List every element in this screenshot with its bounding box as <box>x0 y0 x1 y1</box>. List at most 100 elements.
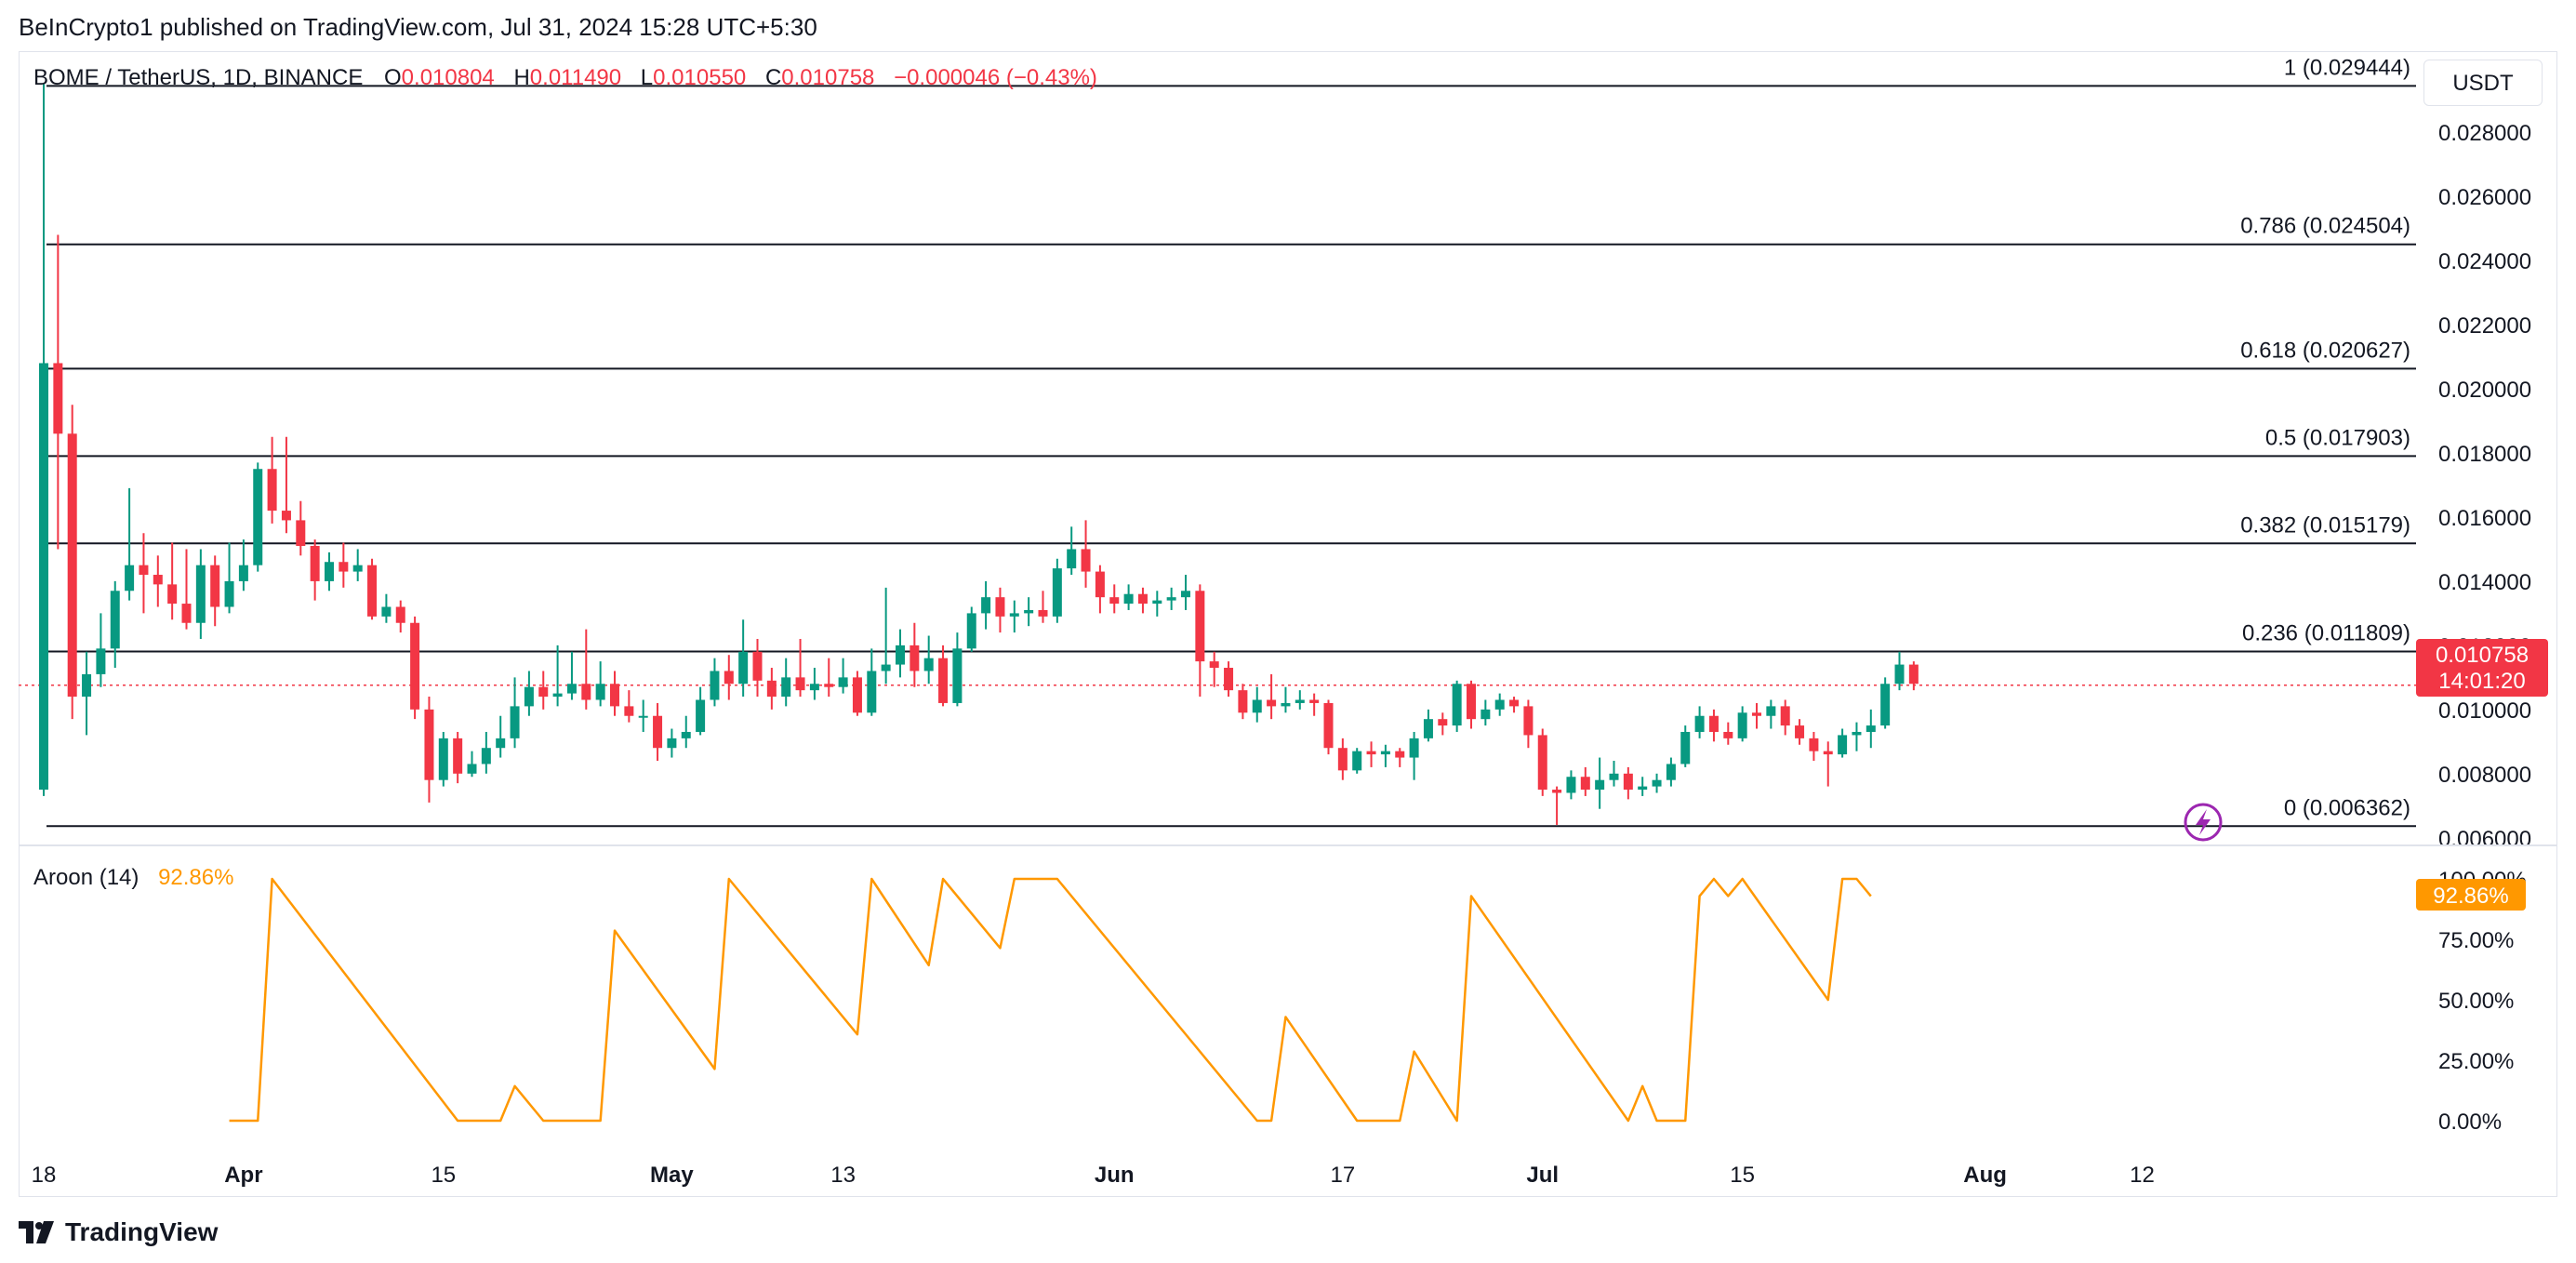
candle <box>1694 706 1705 738</box>
time-tick-label: 15 <box>431 1163 456 1188</box>
price-tick-label: 0.020000 <box>2438 378 2531 403</box>
candle-body <box>938 658 949 703</box>
candle <box>481 731 491 774</box>
candle <box>1723 722 1733 745</box>
candle <box>1095 565 1105 614</box>
candle <box>267 436 277 524</box>
candle <box>1609 761 1619 787</box>
candle-body <box>438 738 448 780</box>
candle <box>1238 684 1248 720</box>
candle <box>1352 748 1362 774</box>
candle-body <box>352 565 363 572</box>
low-value: 0.010550 <box>653 65 747 90</box>
candle-body <box>1494 699 1505 710</box>
candle-body <box>566 684 577 694</box>
candle <box>1052 558 1062 623</box>
candle <box>1823 741 1833 787</box>
candle <box>1652 773 1662 793</box>
candle-body <box>1852 731 1862 736</box>
candle-body <box>752 651 763 681</box>
candle-body <box>1438 719 1448 726</box>
candle-body <box>410 622 420 710</box>
publish-info: BeInCrypto1 published on TradingView.com… <box>19 13 817 41</box>
candle <box>1109 584 1120 614</box>
candle <box>1467 680 1476 729</box>
lightning-icon[interactable] <box>2184 803 2223 842</box>
candle <box>410 616 420 720</box>
last-price-value: 0.010758 <box>2436 643 2529 668</box>
time-tick-label: 17 <box>1330 1163 1355 1188</box>
aroon-legend[interactable]: Aroon (14) 92.86% <box>33 865 233 891</box>
candle <box>53 234 63 550</box>
candle <box>352 549 363 581</box>
candle-body <box>253 469 263 565</box>
candle-body <box>1267 699 1277 707</box>
candle <box>1680 725 1691 767</box>
fib-level-label-5: 0.236 (0.011809) <box>2242 620 2410 645</box>
candle-body <box>910 645 920 671</box>
candle <box>752 638 763 698</box>
candle <box>1580 766 1590 796</box>
candle-body <box>1509 699 1520 707</box>
candle <box>1852 722 1862 751</box>
price-change: −0.000046 (−0.43%) <box>894 65 1097 90</box>
candle <box>1595 757 1605 809</box>
candle <box>453 731 463 784</box>
candle-body <box>1908 664 1919 685</box>
candle-body <box>96 648 106 674</box>
fibonacci-retracement[interactable]: 1 (0.029444) 0.786 (0.024504) 0.618 (0.020… <box>19 55 2416 828</box>
candle <box>224 542 234 614</box>
aroon-title: Aroon (14) <box>33 865 139 890</box>
candle <box>838 658 848 694</box>
candle <box>710 658 720 707</box>
price-axis[interactable]: 0.028000 0.026000 0.024000 0.022000 0.020000… <box>2438 121 2531 852</box>
candle-body <box>1309 699 1320 703</box>
symbol-title[interactable]: BOME / TetherUS, 1D, BINANCE <box>33 65 364 90</box>
candle-body <box>1481 709 1491 720</box>
candle <box>1809 731 1819 762</box>
currency-button[interactable]: USDT <box>2423 60 2543 106</box>
candle <box>667 728 677 758</box>
candle-body <box>881 664 891 671</box>
candle-body <box>1123 593 1134 605</box>
candle-body <box>1623 773 1633 791</box>
candle-body <box>1708 715 1719 732</box>
candle-body <box>1580 777 1590 791</box>
aroon-axis[interactable]: 100.00%75.00%50.00%25.00%0.00% <box>2438 868 2527 1135</box>
tradingview-footer[interactable]: TradingView <box>19 1216 218 1248</box>
ohlc-legend: BOME / TetherUS, 1D, BINANCE O0.010804 H… <box>33 65 1110 91</box>
candle-body <box>638 715 648 718</box>
candle-body <box>1067 549 1077 569</box>
candle-body <box>1352 751 1362 771</box>
candle <box>253 462 263 572</box>
candle-body <box>1652 779 1662 787</box>
candle <box>1523 699 1534 749</box>
candle-body <box>966 613 976 649</box>
candle <box>809 668 819 700</box>
candle-body <box>1866 725 1876 732</box>
candle <box>1438 712 1448 736</box>
candle-body <box>952 648 963 703</box>
candle <box>952 632 963 707</box>
open-label: O <box>384 65 402 90</box>
candle-body <box>1680 731 1691 764</box>
candle-body <box>1894 664 1905 685</box>
close-label: C <box>764 65 782 90</box>
candle <box>1780 699 1790 736</box>
fib-level-label-6: 0 (0.006362) <box>2284 795 2410 820</box>
candle <box>1880 677 1891 729</box>
price-tick-label: 0.014000 <box>2438 570 2531 595</box>
price-tick-label: 0.010000 <box>2438 698 2531 724</box>
candle-body <box>481 748 491 764</box>
candle <box>1081 520 1091 588</box>
candle-body <box>610 684 619 707</box>
time-tick-label: 13 <box>830 1163 856 1188</box>
candle-body <box>1295 699 1305 703</box>
time-axis[interactable]: 18 Apr 15 May 13 Jun 17 Jul 15 Aug 12 <box>32 1163 2155 1188</box>
candle-body <box>267 469 277 512</box>
candle <box>1894 651 1905 691</box>
price-tick-label: 0.026000 <box>2438 185 2531 210</box>
candle-body <box>453 738 463 774</box>
fib-level-label-4: 0.382 (0.015179) <box>2240 512 2410 538</box>
